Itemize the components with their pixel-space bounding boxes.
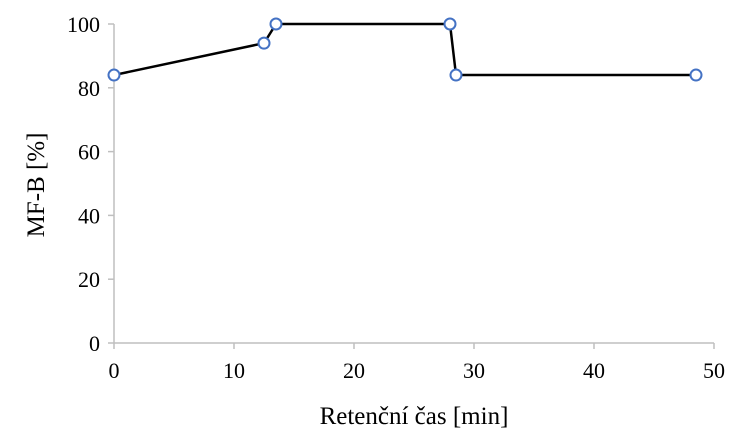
- y-tick-label: 40: [78, 203, 100, 228]
- axes: [108, 23, 715, 349]
- y-axis-label: MF-B [%]: [23, 133, 50, 238]
- y-tick-label: 0: [89, 331, 100, 356]
- x-tick-label: 40: [583, 358, 605, 383]
- data-point: [443, 17, 457, 31]
- y-tick-label: 80: [78, 76, 100, 101]
- data-point: [689, 68, 703, 82]
- tick-labels: 0 10 20 30 40 50 0 20 40 60 80 100: [67, 12, 725, 383]
- y-tick-label: 100: [67, 12, 100, 37]
- data-point: [269, 17, 283, 31]
- series-line: [113, 22, 696, 77]
- x-tick-label: 10: [223, 358, 245, 383]
- data-point: [107, 68, 121, 82]
- x-tick-label: 50: [703, 358, 725, 383]
- data-point: [449, 68, 463, 82]
- series-layer: [107, 17, 703, 82]
- data-point: [257, 36, 271, 50]
- x-axis-label: Retenční čas [min]: [320, 403, 509, 430]
- y-tick-label: 60: [78, 140, 100, 165]
- y-tick-label: 20: [78, 267, 100, 292]
- x-tick-label: 30: [463, 358, 485, 383]
- x-tick-label: 20: [343, 358, 365, 383]
- x-tick-label: 0: [109, 358, 120, 383]
